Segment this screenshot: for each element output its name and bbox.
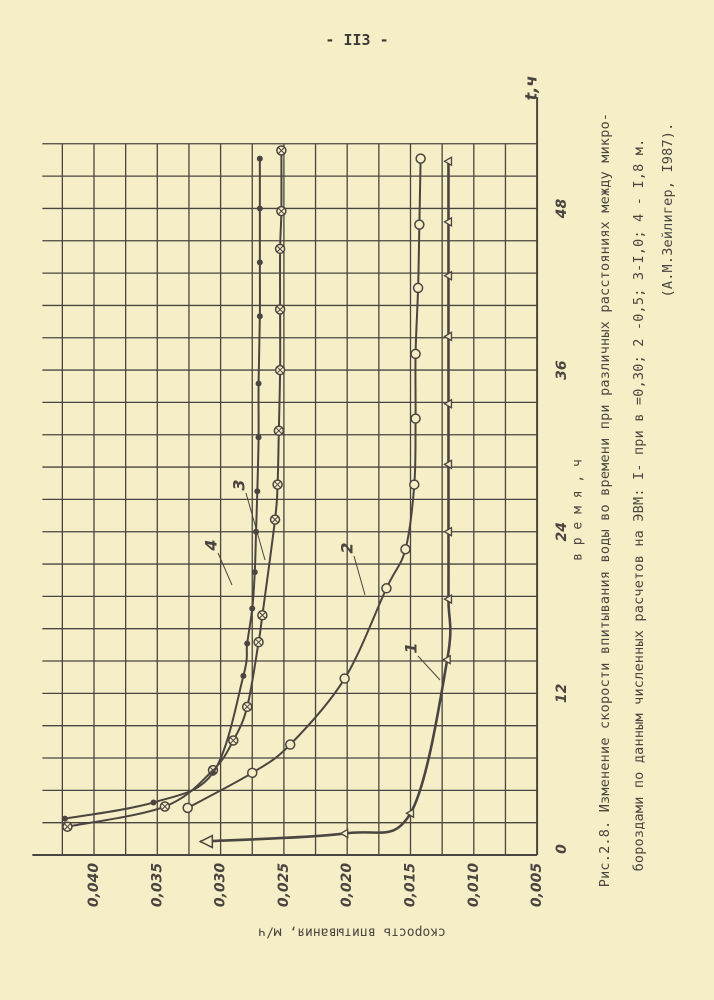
cross-mark: [229, 737, 237, 744]
series-3-point: [274, 364, 286, 376]
cross-mark: [276, 306, 284, 313]
series-2-label: 2: [338, 542, 357, 553]
grid: [42, 143, 538, 856]
series-4-point: [249, 605, 256, 612]
cross-mark: [64, 823, 71, 831]
cross-mark: [255, 638, 262, 646]
series-2-point: [339, 673, 350, 684]
series-2-point: [381, 583, 392, 594]
series-3-point: [276, 145, 287, 156]
series-2-point: [409, 479, 420, 490]
series-3-point: [272, 479, 283, 490]
time-tick-label: 24: [554, 522, 570, 541]
series-3-point: [159, 801, 171, 812]
series-1-point: [443, 270, 453, 281]
series-4-point: [254, 488, 261, 495]
series-1-point: [443, 331, 453, 342]
cross-mark: [243, 703, 251, 711]
series-1-point: [443, 593, 453, 605]
series-3-label: 3: [230, 479, 249, 490]
speed-tick-label: 0,005: [529, 863, 545, 908]
series-4-point: [251, 569, 258, 576]
series-4-point: [240, 672, 247, 679]
series-4-point: [256, 205, 263, 212]
cross-mark: [161, 803, 169, 810]
time-axis-title: в р е м я , ч: [571, 459, 586, 561]
series-1-arrowhead: [198, 834, 214, 849]
series-3-point: [269, 514, 281, 525]
cross-mark: [259, 611, 266, 619]
series-1-point: [443, 398, 453, 409]
series-2-point: [410, 348, 421, 360]
cross-mark: [274, 481, 281, 488]
series-3-point: [276, 205, 287, 217]
series-2-line: [187, 158, 422, 809]
series-1-label: 1: [402, 642, 421, 653]
cross-mark: [278, 147, 285, 154]
series-2-point: [400, 543, 411, 555]
caption-line-1: Рис.2.8. Изменение скорости впитывания в…: [597, 112, 613, 888]
series-1-point: [443, 156, 453, 167]
caption-line-3: (А.М.Зейлигер, I987).: [660, 122, 676, 298]
page-number: - II3 -: [325, 31, 389, 49]
series-4-point: [210, 769, 217, 776]
series-3-point: [274, 243, 286, 255]
speed-axis-title: скорость впитывания, м/ч: [258, 925, 446, 940]
series-4-point: [244, 640, 251, 647]
series-2-point: [415, 153, 426, 164]
series-2-point: [247, 767, 258, 779]
series-4-label: 4: [202, 539, 221, 551]
series-4-point: [256, 259, 263, 266]
series-4-point: [256, 155, 263, 162]
speed-tick-label: 0,035: [149, 863, 165, 908]
series-1-point: [443, 459, 453, 470]
time-tick-label: 36: [554, 360, 570, 380]
series-4-point: [253, 528, 260, 535]
time-tick-label: 12: [554, 684, 570, 703]
series-1-point: [443, 216, 453, 228]
series-4-point: [256, 313, 263, 320]
speed-tick-label: 0,015: [403, 863, 419, 908]
series-4-point: [255, 434, 262, 441]
cross-mark: [278, 207, 285, 215]
speed-tick-label: 0,025: [276, 863, 292, 908]
speed-tick-label: 0,040: [86, 863, 102, 908]
series-4-leader: [217, 552, 233, 586]
series-1-point: [441, 654, 451, 665]
time-axis-arrow-label: t,ч: [522, 76, 541, 101]
cross-mark: [276, 245, 284, 253]
series-3-point: [257, 609, 268, 621]
series-2-point: [284, 739, 296, 750]
series-4-point: [150, 799, 157, 806]
series-4-point: [255, 380, 262, 387]
series-3-point: [253, 636, 264, 648]
cross-mark: [275, 427, 283, 435]
speed-tick-label: 0,010: [466, 863, 482, 908]
cross-mark: [276, 366, 284, 374]
series-3-point: [273, 425, 285, 436]
time-tick-label: 48: [554, 198, 570, 219]
series-2-point: [412, 282, 424, 294]
series-3-point: [62, 821, 73, 832]
series-3-point: [274, 304, 286, 315]
series-2-point: [410, 413, 421, 424]
series-4-line: [64, 158, 261, 820]
series-2-point: [414, 219, 425, 230]
series-1-leader: [417, 655, 441, 681]
series-4-point: [61, 815, 68, 822]
series-3-point: [228, 735, 239, 746]
speed-tick-label: 0,030: [213, 863, 229, 908]
cross-mark: [271, 516, 279, 523]
series-1-point: [405, 808, 415, 819]
series-1-point: [339, 828, 349, 839]
time-tick-label: 0: [554, 844, 570, 854]
series-1-point: [443, 526, 453, 537]
series-2-point: [182, 802, 193, 814]
series-2-leader: [353, 555, 366, 596]
series-3-point: [241, 701, 253, 713]
caption-line-2: бороздами по данным численных расчетов н…: [631, 138, 647, 872]
speed-tick-label: 0,020: [339, 863, 355, 908]
